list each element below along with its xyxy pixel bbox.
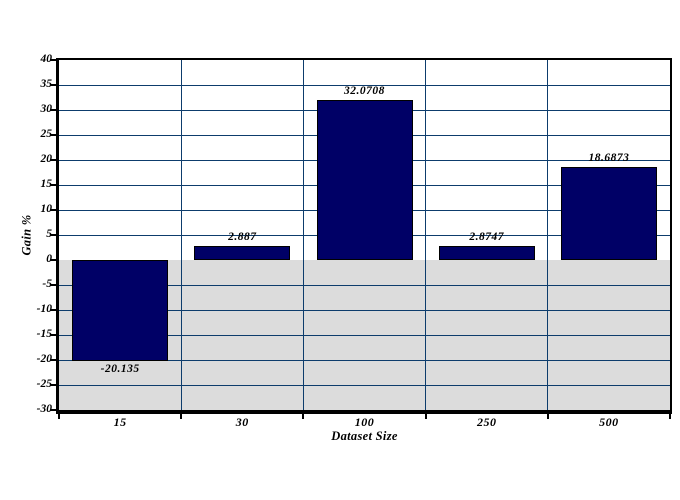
y-tick-mark <box>50 84 56 86</box>
v-gridline <box>302 60 304 410</box>
h-gridline <box>59 84 670 86</box>
bar <box>438 245 535 260</box>
x-tick-mark <box>58 414 60 419</box>
y-tick-label: -15 <box>36 328 52 340</box>
bar-value-label: -20.135 <box>100 362 140 375</box>
h-gridline <box>59 359 670 361</box>
y-tick-mark <box>50 109 56 111</box>
x-tick-mark <box>669 414 671 419</box>
y-tick-label: -30 <box>36 403 52 415</box>
x-axis-title: Dataset Size <box>331 429 398 443</box>
y-tick-mark <box>50 359 56 361</box>
bar-value-label: 32.0708 <box>344 84 385 97</box>
y-tick-label: -25 <box>36 378 52 390</box>
y-tick-label: 25 <box>40 128 53 140</box>
x-tick-label: 100 <box>354 415 375 429</box>
y-tick-label: -5 <box>42 278 52 290</box>
bar-value-label: 18.6873 <box>588 151 630 164</box>
x-tick-label: 15 <box>113 415 127 429</box>
y-tick-label: -10 <box>36 303 52 315</box>
y-tick-label: 20 <box>40 153 53 165</box>
y-tick-label: 10 <box>40 203 53 215</box>
y-tick-mark <box>50 259 56 261</box>
y-tick-mark <box>50 209 56 211</box>
y-tick-label: 5 <box>0 228 52 241</box>
plot-area: -20.135 2.887 32.0708 2.8747 18.6873 <box>56 58 672 414</box>
y-tick-mark <box>50 234 56 236</box>
x-tick-label: 30 <box>235 415 249 429</box>
y-tick-label: 15 <box>40 178 53 190</box>
y-tick-label: -20 <box>36 353 52 365</box>
x-tick-label: 250 <box>476 415 497 429</box>
x-tick-mark <box>424 414 427 419</box>
y-tick-mark <box>50 309 56 311</box>
h-gridline <box>59 309 670 311</box>
bar-value-label: 2.887 <box>228 230 257 243</box>
x-tick-mark <box>302 414 305 419</box>
y-tick-label: 35 <box>40 78 53 90</box>
y-tick-label: 0 <box>0 253 52 266</box>
y-tick-mark <box>50 334 56 336</box>
bar <box>194 245 291 260</box>
x-tick-label: 500 <box>599 415 619 429</box>
h-gridline <box>59 384 670 386</box>
y-tick-mark <box>50 134 56 136</box>
h-gridline <box>59 334 670 336</box>
y-tick-label: 40 <box>40 53 53 65</box>
y-tick-mark <box>50 384 56 386</box>
v-gridline <box>180 60 182 410</box>
x-tick-mark <box>546 414 549 419</box>
y-tick-mark <box>50 284 56 286</box>
y-tick-mark <box>50 159 56 161</box>
y-tick-label: 30 <box>40 103 53 115</box>
v-gridline <box>547 60 549 410</box>
y-tick-mark <box>50 409 56 411</box>
bar <box>72 260 169 361</box>
v-gridline <box>425 60 427 410</box>
bar <box>560 166 657 260</box>
h-gridline <box>59 284 670 286</box>
y-tick-mark <box>50 59 56 61</box>
bar <box>316 99 413 260</box>
y-tick-mark <box>50 184 56 186</box>
bar-value-label: 2.8747 <box>469 230 504 243</box>
x-tick-mark <box>180 414 183 419</box>
